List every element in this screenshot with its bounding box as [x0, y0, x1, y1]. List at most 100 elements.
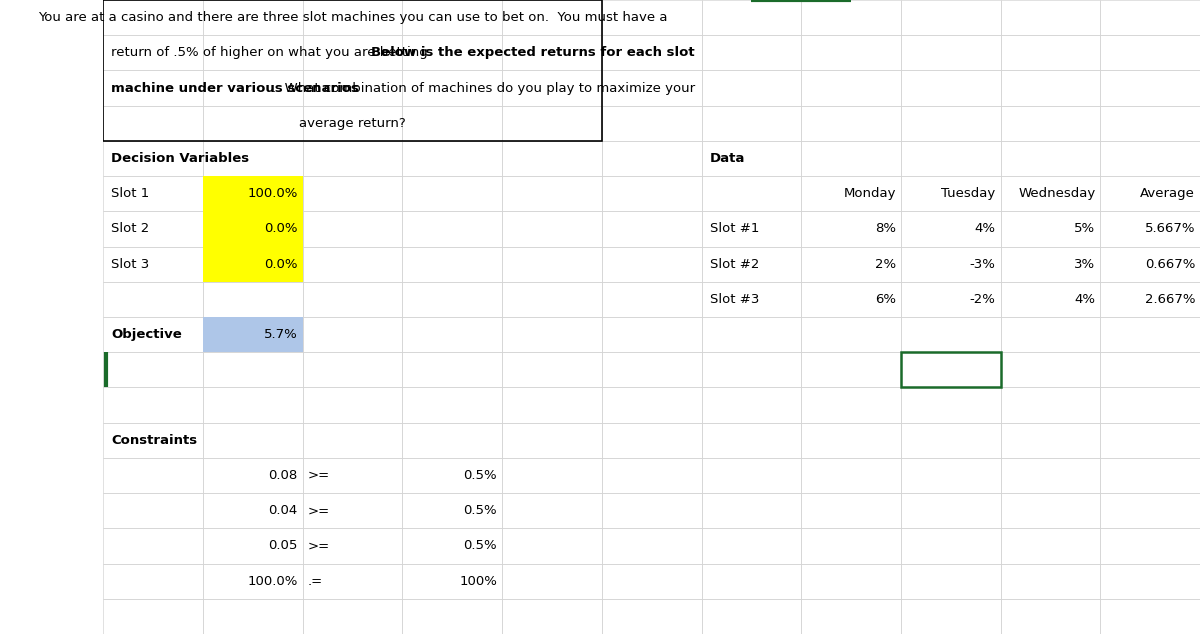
Bar	[302, 0, 402, 36]
Text: Slot 2: Slot 2	[112, 223, 150, 235]
Bar	[502, 353, 602, 387]
Bar	[103, 423, 203, 458]
Bar	[901, 281, 1001, 317]
Text: 2%: 2%	[875, 257, 896, 271]
Text: return of .5% of higher on what you are betting.: return of .5% of higher on what you are …	[112, 46, 440, 60]
Bar	[302, 423, 402, 458]
Text: 100.0%: 100.0%	[247, 187, 298, 200]
Bar	[1100, 0, 1200, 36]
Bar	[203, 211, 302, 247]
Bar	[901, 528, 1001, 564]
Bar	[502, 281, 602, 317]
Bar	[103, 281, 203, 317]
Bar	[203, 70, 302, 106]
Bar	[203, 281, 302, 317]
Text: return of .5% of higher on what you are betting.  Below is the expected returns : return of .5% of higher on what you are …	[112, 46, 727, 60]
Bar	[502, 598, 602, 634]
Bar	[103, 247, 203, 281]
Text: 3%: 3%	[1074, 257, 1096, 271]
Bar	[502, 247, 602, 281]
Bar	[1001, 423, 1100, 458]
Text: 5%: 5%	[1074, 223, 1096, 235]
Text: Constraints: Constraints	[112, 434, 198, 447]
Text: 100.0%: 100.0%	[247, 574, 298, 588]
Bar	[602, 493, 702, 528]
Bar	[502, 458, 602, 493]
Bar	[1001, 106, 1100, 141]
Bar	[1001, 211, 1100, 247]
Bar	[302, 70, 402, 106]
Bar	[402, 247, 502, 281]
Bar	[602, 247, 702, 281]
Bar	[1100, 528, 1200, 564]
Bar	[203, 141, 302, 176]
Bar	[602, 70, 702, 106]
Bar	[702, 458, 802, 493]
Bar	[203, 528, 302, 564]
Text: .  What combination of machines do you play to maximize your: . What combination of machines do you pl…	[272, 82, 695, 94]
Bar	[203, 36, 302, 70]
Bar	[103, 317, 203, 353]
Bar	[1100, 281, 1200, 317]
Bar	[302, 247, 402, 281]
Text: Decision Variables: Decision Variables	[112, 152, 250, 165]
Bar	[203, 387, 302, 423]
Bar	[602, 528, 702, 564]
Bar	[103, 387, 203, 423]
Bar	[103, 211, 203, 247]
Bar	[103, 598, 203, 634]
Bar	[1001, 176, 1100, 211]
Bar	[802, 0, 901, 36]
Bar	[203, 458, 302, 493]
Bar	[1001, 528, 1100, 564]
Bar	[901, 564, 1001, 598]
Bar	[802, 281, 901, 317]
Bar	[502, 211, 602, 247]
Text: 0.04: 0.04	[269, 504, 298, 517]
Bar	[1100, 106, 1200, 141]
Bar	[1100, 317, 1200, 353]
Bar	[302, 458, 402, 493]
Bar	[802, 141, 901, 176]
Bar	[103, 176, 203, 211]
Bar	[901, 141, 1001, 176]
Text: 5.7%: 5.7%	[264, 328, 298, 341]
Text: 5.667%: 5.667%	[1145, 223, 1195, 235]
Bar	[402, 0, 502, 36]
Text: machine under various scenarios: machine under various scenarios	[112, 82, 359, 94]
Bar	[402, 36, 502, 70]
Bar	[1100, 353, 1200, 387]
Text: 4%: 4%	[1074, 293, 1096, 306]
Bar	[802, 247, 901, 281]
Bar	[402, 493, 502, 528]
Bar	[602, 423, 702, 458]
Bar	[602, 317, 702, 353]
Bar	[1001, 70, 1100, 106]
Bar	[1100, 247, 1200, 281]
Bar	[402, 317, 502, 353]
Bar	[802, 528, 901, 564]
Bar	[1001, 0, 1100, 36]
Bar	[502, 528, 602, 564]
Text: -3%: -3%	[970, 257, 996, 271]
Bar	[702, 211, 802, 247]
Text: Below is the expected returns for each slot: Below is the expected returns for each s…	[371, 46, 694, 60]
Bar	[602, 353, 702, 387]
Bar	[802, 598, 901, 634]
Bar	[901, 387, 1001, 423]
Text: >=: >=	[307, 540, 330, 552]
Bar	[1100, 36, 1200, 70]
Bar	[602, 458, 702, 493]
Bar	[1100, 564, 1200, 598]
Bar	[901, 70, 1001, 106]
Bar	[802, 353, 901, 387]
Text: 6%: 6%	[875, 293, 896, 306]
Bar	[702, 387, 802, 423]
Bar	[103, 0, 203, 36]
Bar	[302, 281, 402, 317]
Bar	[901, 36, 1001, 70]
Bar	[702, 353, 802, 387]
Bar	[302, 211, 402, 247]
Bar	[203, 423, 302, 458]
Bar	[901, 176, 1001, 211]
